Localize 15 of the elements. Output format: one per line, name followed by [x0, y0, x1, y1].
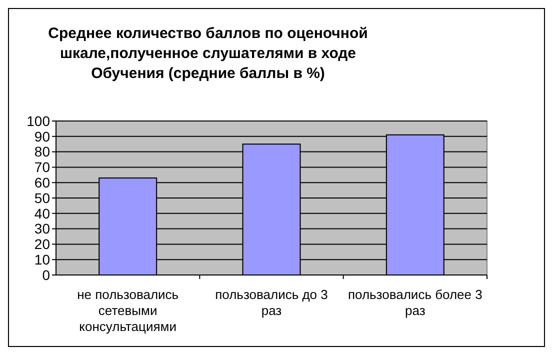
- y-tick-label: 70: [34, 159, 50, 176]
- y-tick-label: 100: [26, 112, 50, 129]
- y-tick-label: 30: [34, 220, 50, 237]
- x-tick-label: не пользовались сетевыми консультациями: [77, 287, 179, 334]
- y-tick-label: 80: [34, 144, 50, 160]
- y-tick-label: 20: [34, 236, 50, 252]
- y-tick-label: 50: [34, 190, 50, 206]
- x-tick-label: пользовались более 3 раз: [348, 287, 482, 318]
- y-tick-label: 60: [34, 174, 50, 190]
- y-tick-label: 40: [34, 205, 50, 222]
- y-tick-label: 0: [42, 266, 50, 283]
- y-tick-label: 10: [34, 252, 50, 268]
- y-tick-label: 90: [34, 128, 50, 144]
- x-tick-label: пользовались до 3 раз: [215, 287, 328, 318]
- chart-title: Среднее количество баллов по оценочной шкале,полученное слушателями в ходе Обучения (средние баллы в %): [48, 25, 368, 82]
